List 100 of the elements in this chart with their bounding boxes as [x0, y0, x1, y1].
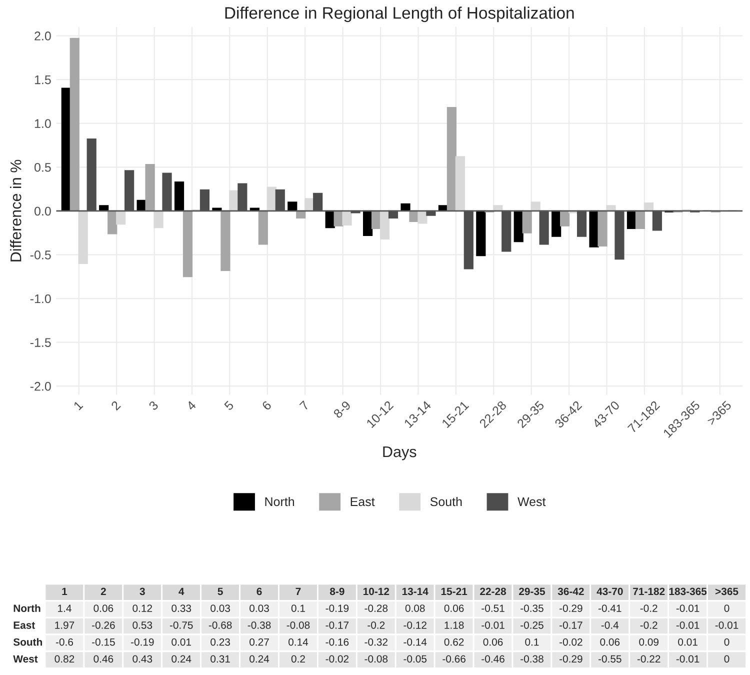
text: East [14, 622, 36, 629]
data-label: -0.19 [130, 638, 154, 646]
data-label: 0.06 [600, 638, 620, 646]
data-label: -0.19 [326, 604, 349, 612]
chart-title: Difference in Regional Length of Hospitalization [225, 6, 574, 22]
data-label: 0.62 [444, 638, 464, 646]
data-label: -0.02 [560, 638, 582, 646]
data-label: 0.1 [525, 638, 539, 646]
data-label: 0.12 [132, 604, 152, 612]
y-tick-label: -1.5 [30, 338, 51, 347]
data-label: -0.12 [404, 621, 426, 629]
category-label: 3 [140, 588, 145, 596]
data-label: 0.33 [172, 604, 192, 612]
category-label: 183-365 [669, 588, 707, 596]
y-tick-label: 0.0 [34, 206, 51, 216]
x-tick-label: 6 [262, 400, 272, 411]
category-label: 13-14 [402, 588, 428, 596]
y-tick-label: -1.0 [30, 294, 51, 304]
data-label: -0.17 [326, 621, 349, 629]
y-tick-label: -0.5 [30, 250, 51, 260]
data-label: 0 [724, 604, 730, 612]
data-label: 0.23 [210, 638, 230, 646]
data-label: 0.1 [291, 604, 305, 612]
data-label: 0.06 [444, 604, 464, 612]
data-label: -0.26 [92, 621, 115, 629]
data-label: 0 [724, 638, 730, 646]
data-label: 0 [724, 655, 730, 663]
y-tick-label: 2.0 [34, 32, 51, 40]
data-label: -0.01 [676, 604, 700, 612]
x-tick-label: 5 [224, 400, 234, 411]
legend-label: South [430, 496, 462, 506]
data-label: 0.43 [132, 655, 152, 663]
x-tick-label: 2 [110, 400, 121, 411]
y-tick-label: 1.0 [34, 119, 51, 128]
data-label: -0.01 [482, 621, 504, 629]
data-label: -0.01 [715, 621, 738, 629]
data-label: -0.29 [560, 655, 582, 663]
data-label: -0.29 [560, 604, 582, 612]
data-label: 0.06 [94, 604, 114, 612]
data-label: -0.75 [170, 621, 193, 629]
data-label: 0.24 [250, 655, 270, 663]
x-axis-title: Days [383, 446, 416, 460]
data-label: -0.38 [520, 655, 544, 663]
data-label: -0.02 [326, 655, 349, 663]
data-label: -0.41 [598, 604, 622, 612]
data-label: -0.08 [286, 621, 310, 629]
category-label: 36-42 [558, 588, 584, 596]
data-label: -0.16 [326, 638, 349, 646]
text: West [13, 655, 38, 663]
data-label: -0.66 [442, 655, 466, 663]
data-label: -0.68 [208, 621, 232, 629]
data-label: -0.01 [676, 621, 700, 629]
data-label: -0.15 [92, 638, 115, 646]
data-label: 0.24 [172, 655, 192, 663]
data-label: 0.01 [678, 638, 698, 646]
category-label: 1 [62, 588, 68, 596]
category-label: 6 [256, 588, 262, 596]
category-label: 2 [100, 588, 106, 596]
category-label: 7 [296, 588, 301, 596]
data-label: 0.08 [405, 604, 425, 612]
data-label: 0.46 [94, 655, 114, 663]
legend-label: North [265, 496, 294, 506]
data-label: -0.28 [364, 604, 388, 612]
data-label: -0.14 [404, 638, 427, 646]
data-label: 0.06 [483, 638, 503, 646]
data-label: 0.03 [210, 604, 230, 612]
x-tick-label: 8-9 [332, 400, 352, 419]
data-label: 0.27 [250, 638, 269, 646]
legend-label: East [350, 497, 375, 506]
data-label: 0.2 [291, 655, 305, 663]
data-label: 0.82 [54, 655, 74, 663]
text: North [14, 604, 40, 612]
y-tick-label: -2.0 [30, 382, 51, 391]
category-label: 29-35 [519, 588, 546, 596]
category-label: 15-21 [441, 588, 468, 596]
data-label: 0.09 [639, 638, 658, 646]
data-label: -0.51 [482, 604, 504, 612]
category-label: 71-182 [633, 588, 665, 596]
data-label: 1.18 [444, 621, 464, 629]
category-label: >365 [715, 588, 738, 596]
data-label: 1.97 [55, 621, 74, 629]
data-label: -0.22 [637, 655, 660, 663]
data-label: 0.03 [250, 604, 269, 612]
data-label: 0.01 [172, 638, 191, 646]
legend-label: West [518, 497, 546, 506]
category-label: 43-70 [596, 588, 623, 596]
category-label: 4 [178, 588, 184, 596]
y-tick-label: 0.5 [34, 162, 51, 172]
data-label: -0.55 [598, 655, 622, 663]
x-tick-label: 1 [73, 400, 84, 410]
data-label: -0.38 [248, 621, 271, 629]
data-label: -0.46 [482, 655, 504, 663]
y-axis-title: Difference in % [10, 160, 22, 262]
data-label: -0.05 [404, 655, 427, 663]
category-label: 8-9 [330, 588, 344, 596]
data-label: -0.2 [640, 621, 658, 629]
x-tick-label: 4 [186, 400, 196, 411]
data-label: -0.01 [676, 655, 700, 663]
text: South [13, 638, 42, 646]
x-tick-label: 7 [299, 400, 310, 411]
